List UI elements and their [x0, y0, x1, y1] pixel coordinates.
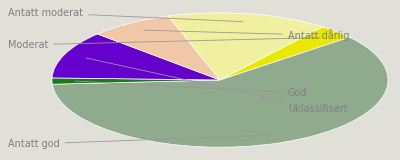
Wedge shape	[98, 16, 220, 80]
Wedge shape	[52, 78, 220, 84]
Wedge shape	[52, 37, 388, 147]
Wedge shape	[168, 13, 323, 80]
Wedge shape	[52, 34, 220, 80]
Text: Antatt god: Antatt god	[8, 135, 272, 149]
Wedge shape	[220, 27, 350, 80]
Text: God: God	[75, 81, 308, 98]
Text: Antatt dårlig: Antatt dårlig	[144, 29, 349, 41]
Text: Uklassifisert: Uklassifisert	[86, 58, 348, 114]
Text: Moderat: Moderat	[8, 38, 320, 50]
Text: Antatt moderat: Antatt moderat	[8, 8, 243, 22]
